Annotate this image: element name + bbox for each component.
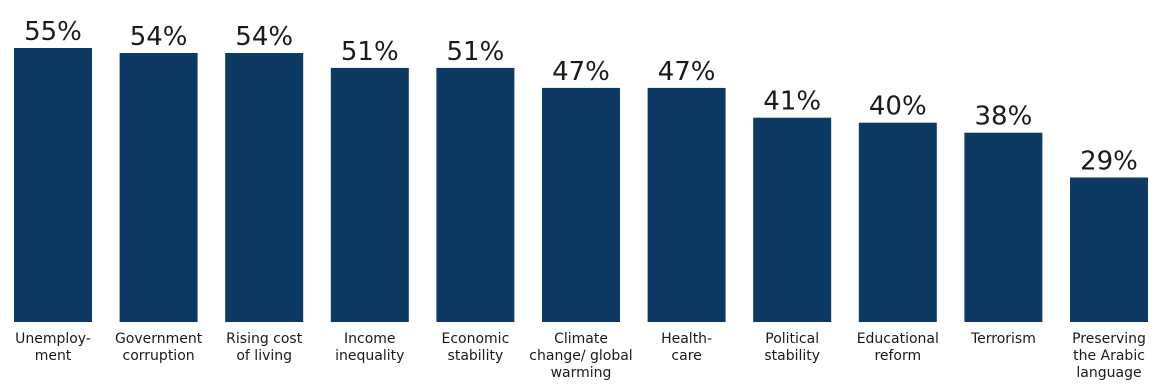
- category-label-line: the Arabic: [1073, 348, 1145, 364]
- bars-group: [14, 48, 1148, 323]
- bar-value-label: 40%: [869, 92, 927, 122]
- category-label-line: corruption: [123, 348, 195, 364]
- category-label-line: Political: [765, 331, 819, 347]
- category-label-line: change/ global: [529, 348, 632, 364]
- category-label: Political stability: [764, 331, 820, 364]
- category-label-line: stability: [448, 348, 504, 364]
- category-label-line: ment: [35, 348, 72, 364]
- bar: [119, 53, 198, 322]
- category-label-line: language: [1076, 365, 1141, 381]
- category-label-line: stability: [764, 348, 820, 364]
- category-label: Unemploy-ment: [15, 331, 91, 364]
- category-label-line: reform: [874, 348, 921, 364]
- category-label-line: Rising cost: [226, 331, 303, 347]
- bar-value-label: 55%: [24, 17, 82, 47]
- category-label-line: Government: [115, 331, 203, 347]
- category-label-line: Income: [344, 331, 396, 347]
- value-labels-group: 55% 54% 54% 51% 51% 47% 47% 41% 40% 38% 29%: [24, 17, 1138, 177]
- category-label-line: of living: [236, 348, 292, 364]
- category-label-line: Terrorism: [970, 331, 1036, 347]
- category-label: Government corruption: [115, 331, 203, 364]
- category-label: Income inequality: [335, 331, 404, 364]
- bar-value-label: 51%: [341, 37, 399, 67]
- category-label-line: Preserving: [1072, 331, 1146, 347]
- category-label: Terrorism: [970, 331, 1036, 347]
- category-label: Economic stability: [442, 331, 510, 364]
- bar: [330, 67, 409, 323]
- bar: [964, 132, 1043, 322]
- bar-value-label: 54%: [235, 22, 293, 52]
- category-label-line: Educational: [857, 331, 939, 347]
- bar-value-label: 51%: [447, 37, 505, 67]
- category-label: Educational reform: [857, 331, 939, 364]
- category-label-line: Unemploy-: [15, 331, 91, 347]
- bar: [753, 117, 832, 322]
- category-label: Health-care: [661, 331, 712, 364]
- category-label-line: warming: [551, 365, 612, 381]
- bar-value-label: 38%: [975, 102, 1033, 132]
- bar-value-label: 47%: [552, 57, 610, 87]
- bar-value-label: 41%: [763, 87, 821, 117]
- category-label: Rising cost of living: [226, 331, 303, 364]
- category-labels-group: Unemploy-ment Government corruption Rising …: [15, 331, 1146, 381]
- category-label: Preserving the Arabic language: [1072, 331, 1146, 381]
- bar-value-label: 54%: [130, 22, 188, 52]
- category-label-line: Economic: [442, 331, 510, 347]
- category-label-line: Health-: [661, 331, 712, 347]
- bar-value-label: 29%: [1080, 147, 1138, 177]
- category-label-line: inequality: [335, 348, 404, 364]
- bar: [225, 53, 304, 322]
- category-label: Climate change/ global warming: [529, 331, 632, 381]
- bar: [542, 87, 620, 323]
- bar: [1070, 177, 1148, 322]
- bar: [14, 48, 92, 322]
- bar: [436, 67, 515, 323]
- category-label-line: care: [671, 348, 701, 364]
- category-label-line: Climate: [554, 331, 608, 347]
- bar-value-label: 47%: [658, 57, 716, 87]
- bar: [858, 122, 937, 322]
- bar: [647, 87, 726, 323]
